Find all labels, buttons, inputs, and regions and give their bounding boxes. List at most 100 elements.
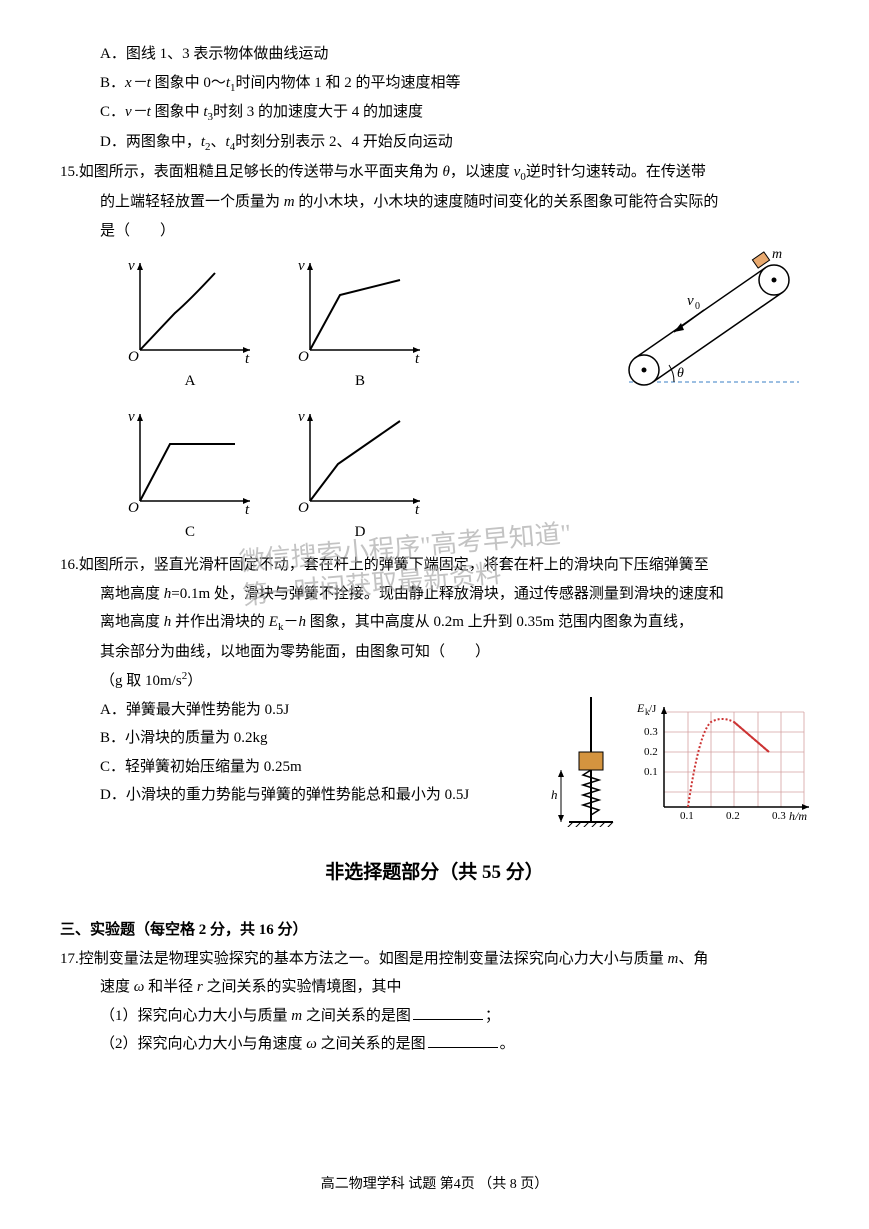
ytick: 0.2 — [644, 746, 658, 758]
text: 时刻 3 的加速度大于 4 的加速度 — [213, 104, 423, 120]
sec3-title: 三、实验题（每空格 2 分，共 16 分） — [60, 916, 809, 945]
page-num: 4 — [454, 1177, 461, 1192]
q16-g: （g 取 10m/s2） — [60, 666, 809, 696]
graph-D-svg: v t O — [290, 406, 430, 516]
text: 之间关系的实验情境图，其中 — [203, 979, 402, 995]
var: θ — [443, 164, 450, 180]
q17-stem: 17.控制变量法是物理实验探究的基本方法之一。如图是用控制变量法探究向心力大小与… — [60, 945, 809, 974]
ytick: 0.3 — [644, 726, 658, 738]
text: 控制变量法是物理实验探究的基本方法之一。如图是用控制变量法探究向心力大小与质量 — [79, 951, 668, 967]
q-num: 15. — [60, 164, 79, 180]
svg-text:O: O — [298, 500, 309, 516]
axis-t: t — [245, 351, 250, 365]
ytick: 0.1 — [644, 766, 658, 778]
text: 之间关系的是图 — [317, 1036, 426, 1052]
text: （g 取 10m/s — [100, 673, 182, 689]
conveyor-diagram: m v 0 θ — [599, 250, 809, 411]
page-footer: 高二物理学科 试题 第4页 （共 8 页） — [0, 1172, 869, 1199]
q16-line2: 离地高度 h=0.1m 处，滑块与弹簧不拴接。现由静止释放滑块，通过传感器测量到… — [60, 580, 809, 609]
graph-A-svg: v t O — [120, 255, 260, 365]
text: 页 （共 — [461, 1177, 510, 1192]
text: 页） — [517, 1177, 549, 1192]
svg-text:/J: /J — [649, 703, 657, 715]
text: 分，共 — [206, 922, 259, 938]
q14-optC: C．v－t 图象中 t3时刻 3 的加速度大于 4 的加速度 — [60, 98, 809, 128]
text: 离地高度 — [100, 586, 164, 602]
text: 非选择题部分（共 — [325, 862, 482, 883]
text: 图象，其中高度从 0.2m 上升到 0.35m 范围内图象为直线， — [306, 614, 693, 630]
text: C． — [100, 104, 125, 120]
text: 逆时针匀速转动。在传送带 — [526, 164, 706, 180]
conv-m-label: m — [772, 250, 782, 262]
graph-D: v t O D — [290, 406, 430, 547]
ek-h-chart: Ek/J h/m 0.3 0.2 0.1 0.1 0.2 0.3 — [634, 702, 814, 827]
text: 图象中 — [155, 104, 204, 120]
text: B． — [100, 75, 125, 91]
xtick: 0.2 — [726, 810, 740, 822]
text: （2）探究向心力大小与角速度 — [100, 1036, 306, 1052]
text: 如图所示，竖直光滑杆固定不动，套在杆上的弹簧下端固定，将套在杆上的滑块向下压缩弹… — [79, 557, 709, 573]
q14-optD: D．两图象中，t2、t4时刻分别表示 2、4 开始反向运动 — [60, 128, 809, 158]
text: 时刻分别表示 2、4 开始反向运动 — [235, 134, 453, 150]
svg-text:t: t — [415, 351, 420, 365]
q16-line3: 离地高度 h 并作出滑块的 Ek－h 图象，其中高度从 0.2m 上升到 0.3… — [60, 608, 809, 638]
page-total: 8 — [510, 1177, 517, 1192]
text: 高二物理学科 试题 第 — [321, 1177, 454, 1192]
var: E — [269, 614, 278, 630]
var: m — [284, 194, 295, 210]
text: ，以速度 — [450, 164, 514, 180]
conv-theta-label: θ — [677, 366, 684, 381]
label-B: B — [355, 367, 365, 396]
svg-text:t: t — [245, 502, 250, 516]
var: h — [298, 614, 306, 630]
svg-text:O: O — [298, 349, 309, 365]
blank-field[interactable] — [428, 1034, 498, 1048]
text: 分） — [501, 862, 544, 883]
svg-text:v: v — [298, 409, 305, 425]
q16-line4: 其余部分为曲线，以地面为零势能面，由图象可知（ ） — [60, 638, 510, 667]
axis-v: v — [128, 258, 135, 274]
section-title: 非选择题部分（共 55 分） — [60, 855, 809, 891]
q17-line2: 速度 ω 和半径 r 之间关系的实验情境图，其中 — [60, 973, 809, 1002]
text: 、 — [211, 134, 226, 150]
label-C: C — [185, 518, 195, 547]
text: ） — [187, 673, 202, 689]
q16-stem: 16.如图所示，竖直光滑杆固定不动，套在杆上的弹簧下端固定，将套在杆上的滑块向下… — [60, 551, 809, 580]
q17-sub2: （2）探究向心力大小与角速度 ω 之间关系的是图 。 — [60, 1030, 809, 1059]
text: 的小木块，小木块的速度随时间变化的关系图象可能符合实际的 — [295, 194, 719, 210]
spring-diagram: h — [549, 697, 619, 827]
graph-B: v t O B — [290, 255, 430, 396]
svg-text:v: v — [298, 258, 305, 274]
q15-line3: 是（ ） — [60, 217, 809, 246]
q15-line2: 的上端轻轻放置一个质量为 m 的小木块，小木块的速度随时间变化的关系图象可能符合… — [60, 188, 809, 217]
q15-stem: 15.如图所示，表面粗糙且足够长的传送带与水平面夹角为 θ，以速度 v0逆时针匀… — [60, 158, 809, 188]
var: ω — [306, 1036, 317, 1052]
q-num: 16. — [60, 557, 79, 573]
xtick: 0.3 — [772, 810, 786, 822]
graph-A: v t O A — [120, 255, 260, 396]
label-D: D — [355, 518, 366, 547]
q16-figures: h Ek/J h/m 0.3 0.2 0.1 0.1 0.2 0.3 — [549, 697, 814, 827]
svg-text:h/m: h/m — [789, 809, 807, 823]
xtick: 0.1 — [680, 810, 694, 822]
var: m — [668, 951, 679, 967]
text: 、角 — [678, 951, 708, 967]
text: 速度 — [100, 979, 134, 995]
blank-field[interactable] — [413, 1006, 483, 1020]
text: 三、实验题（每空格 — [60, 922, 199, 938]
text: 如图所示，表面粗糙且足够长的传送带与水平面夹角为 — [79, 164, 443, 180]
axis-O: O — [128, 349, 139, 365]
text: 。 — [500, 1036, 515, 1052]
q17-sub1: （1）探究向心力大小与质量 m 之间关系的是图； — [60, 1002, 809, 1031]
q-num: 17. — [60, 951, 79, 967]
label-A: A — [185, 367, 196, 396]
svg-text:0: 0 — [695, 301, 700, 312]
text: （1）探究向心力大小与质量 — [100, 1008, 291, 1024]
text: 图象中 0～ — [155, 75, 226, 91]
text: 分） — [274, 922, 308, 938]
text: 和半径 — [144, 979, 197, 995]
text: 并作出滑块的 — [171, 614, 269, 630]
text: － — [283, 614, 298, 630]
text: 离地高度 — [100, 614, 164, 630]
q14-optA: A．图线 1、3 表示物体做曲线运动 — [60, 40, 809, 69]
